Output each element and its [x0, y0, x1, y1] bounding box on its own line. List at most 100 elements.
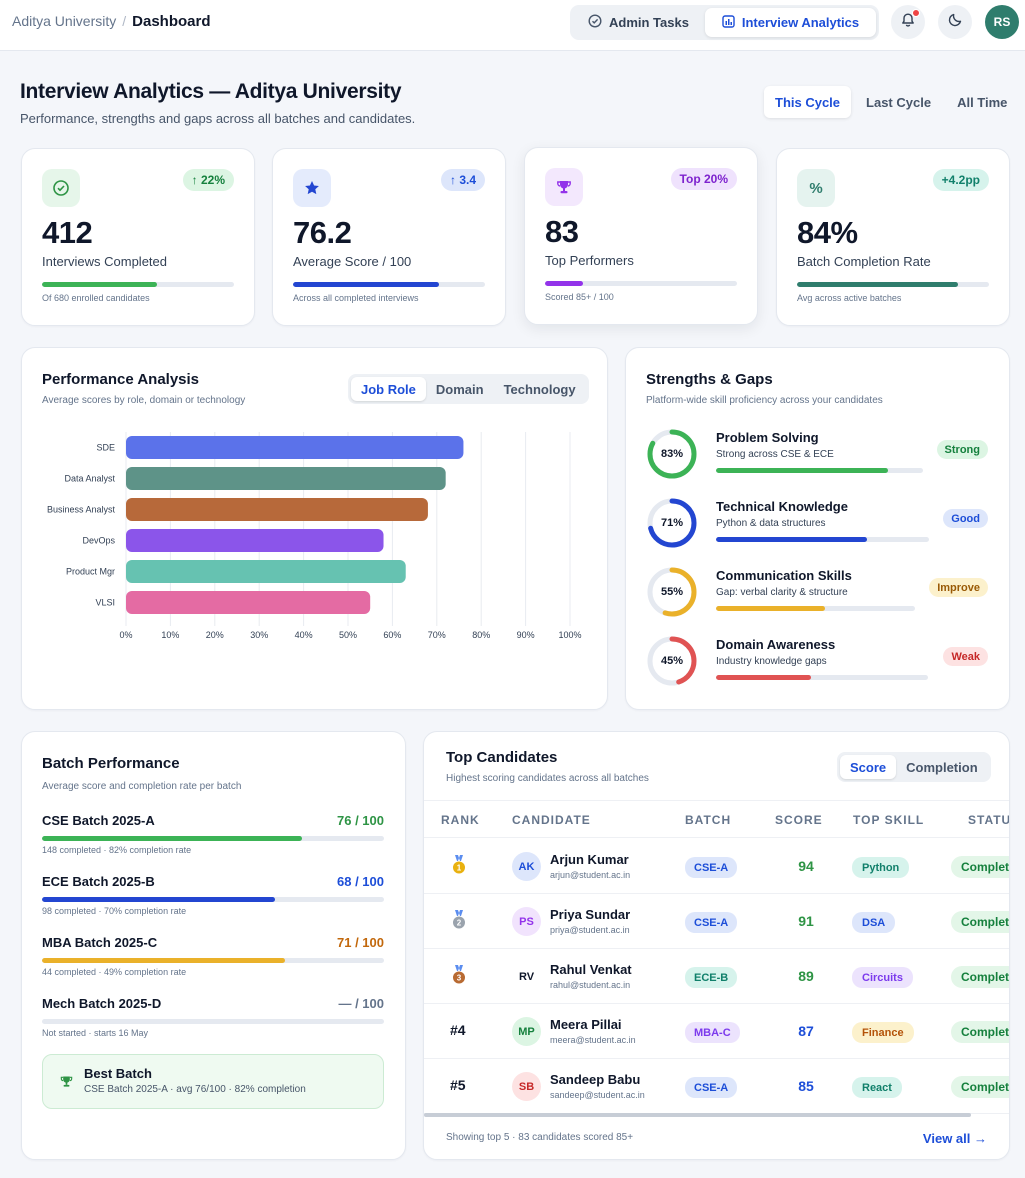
status-badge: Completed — [951, 1076, 1009, 1098]
tab-score[interactable]: Score — [840, 755, 897, 779]
batch-track-fill — [42, 958, 285, 963]
column-header[interactable]: CANDIDATE — [512, 813, 591, 827]
batch-row[interactable]: MBA Batch 2025-C 71 / 100 44 completed ·… — [42, 935, 384, 983]
stat-progress — [545, 281, 737, 286]
tab-completion[interactable]: Completion — [906, 759, 978, 775]
table-row[interactable]: 2 PS Priya Sundar priya@student.ac.in CSE-A 9… — [424, 894, 1009, 949]
nav-tabs: Admin Tasks Interview Analytics — [570, 5, 879, 40]
tab-all-time[interactable]: All Time — [957, 94, 1008, 110]
breadcrumb-root[interactable]: Aditya University — [12, 13, 117, 29]
bar — [126, 529, 384, 552]
card-subtitle: Platform-wide skill proficiency across y… — [646, 395, 883, 406]
table-row[interactable]: #4 MP Meera Pillai meera@student.ac.in MBA-C… — [424, 1004, 1009, 1059]
tab-admin-tasks[interactable]: Admin Tasks — [582, 8, 695, 37]
batch-row[interactable]: CSE Batch 2025-A 76 / 100 148 completed … — [42, 813, 384, 861]
tab-domain[interactable]: Domain — [435, 381, 484, 397]
table-row[interactable]: #5 SB Sandeep Babu sandeep@student.ac.in CSE… — [424, 1059, 1009, 1114]
bronze-medal-icon: 3 — [452, 965, 468, 988]
tab-technology[interactable]: Technology — [503, 381, 576, 397]
table-row[interactable]: 3 RV Rahul Venkat rahul@student.ac.in ECE-B 8… — [424, 949, 1009, 1004]
delta-badge: ↑ 3.4 — [440, 169, 485, 191]
skill-track-fill — [716, 468, 888, 473]
notifications-button[interactable] — [891, 5, 925, 39]
column-header[interactable]: TOP SKILL — [853, 813, 925, 827]
stat-value: 412 — [42, 215, 93, 250]
batch-row[interactable]: Mech Batch 2025-D — / 100 Not started · … — [42, 996, 384, 1044]
ring-arc — [647, 429, 697, 479]
skill-desc: Strong across CSE & ECE — [716, 449, 834, 460]
skill-name: Communication Skills — [716, 568, 852, 583]
x-tick-label: 40% — [295, 630, 313, 640]
trophy-icon — [545, 168, 583, 206]
score-value: 85 — [798, 1078, 814, 1094]
candidate-email: sandeep@student.ac.in — [550, 1090, 645, 1100]
ring-arc — [647, 498, 697, 548]
tab-interview-analytics[interactable]: Interview Analytics — [705, 8, 876, 37]
avatar: RV — [512, 962, 541, 991]
trophy-icon — [59, 1074, 74, 1094]
candidate-name[interactable]: Rahul Venkat — [550, 962, 632, 977]
candidate-name[interactable]: Meera Pillai — [550, 1017, 622, 1032]
user-avatar[interactable]: RS — [985, 5, 1019, 39]
bar — [126, 591, 371, 614]
batch-badge: CSE-A — [685, 912, 738, 933]
card-subtitle: Average scores by role, domain or techno… — [42, 395, 246, 406]
ring-percent: 55% — [660, 586, 684, 598]
horizontal-scrollbar[interactable] — [424, 1113, 971, 1117]
ring-arc — [647, 636, 697, 686]
status-badge: Completed — [951, 856, 1009, 878]
bar — [126, 498, 428, 521]
tab-this-cycle[interactable]: This Cycle — [764, 86, 852, 118]
table-row[interactable]: 1 AK Arjun Kumar arjun@student.ac.in CSE-A 94… — [424, 839, 1009, 894]
y-category-label: Business Analyst — [47, 505, 116, 515]
tab-label: Interview Analytics — [741, 15, 860, 30]
batch-meta: Not started · starts 16 May — [42, 1028, 149, 1038]
candidate-name[interactable]: Arjun Kumar — [550, 852, 629, 867]
column-header[interactable]: RANK — [441, 813, 480, 827]
bar — [126, 436, 464, 459]
stat-progress — [797, 282, 989, 287]
candidate-name[interactable]: Priya Sundar — [550, 907, 631, 922]
skill-badge: Finance — [852, 1022, 914, 1043]
column-header[interactable]: SCORE — [775, 813, 823, 827]
view-all-link[interactable]: View all → — [922, 1131, 987, 1146]
x-tick-label: 0% — [119, 630, 132, 640]
skill-desc: Gap: verbal clarity & structure — [716, 587, 848, 598]
score-value: 89 — [798, 968, 814, 984]
medal-rank: 1 — [457, 864, 462, 873]
x-tick-label: 60% — [383, 630, 401, 640]
batch-track — [42, 1019, 384, 1024]
skill-track — [716, 468, 923, 473]
column-header[interactable]: STATUS — [968, 813, 1009, 827]
page-subtitle: Performance, strengths and gaps across a… — [20, 111, 416, 126]
batch-badge: ECE-B — [685, 967, 738, 988]
skill-name: Problem Solving — [716, 430, 819, 445]
x-tick-label: 100% — [558, 630, 581, 640]
x-tick-label: 70% — [428, 630, 446, 640]
avatar: AK — [512, 852, 541, 881]
tab-job-role[interactable]: Job Role — [351, 377, 426, 401]
avatar: PS — [512, 907, 541, 936]
card-title: Performance Analysis — [42, 371, 200, 388]
stat-progress-fill — [42, 282, 158, 287]
ring-percent: 71% — [660, 517, 684, 529]
skill-row: 83% Problem Solving Strong across CSE & … — [646, 428, 988, 482]
bell-icon — [900, 12, 916, 33]
score-value: 91 — [798, 913, 814, 929]
score-value: 87 — [798, 1023, 814, 1039]
candidate-name[interactable]: Sandeep Babu — [550, 1072, 641, 1087]
status-badge: Completed — [951, 966, 1009, 988]
bar — [126, 467, 446, 490]
theme-toggle-button[interactable] — [938, 5, 972, 39]
x-tick-label: 50% — [339, 630, 357, 640]
stat-card-average-score: ↑ 3.4 76.2 Average Score / 100 Across al… — [272, 148, 506, 326]
batch-row[interactable]: ECE Batch 2025-B 68 / 100 98 completed ·… — [42, 874, 384, 922]
moon-icon — [948, 12, 963, 32]
batch-meta: 44 completed · 49% completion rate — [42, 967, 187, 977]
performance-bar-chart: 0% 10% 20% 30% 40% 50% 60% 70% 80% 90% 100% SDE Data… — [47, 432, 582, 640]
tab-last-cycle[interactable]: Last Cycle — [866, 94, 932, 110]
skill-name: Domain Awareness — [716, 637, 836, 652]
skill-track — [716, 537, 929, 542]
y-category-label: VLSI — [95, 598, 115, 608]
column-header[interactable]: BATCH — [685, 813, 732, 827]
